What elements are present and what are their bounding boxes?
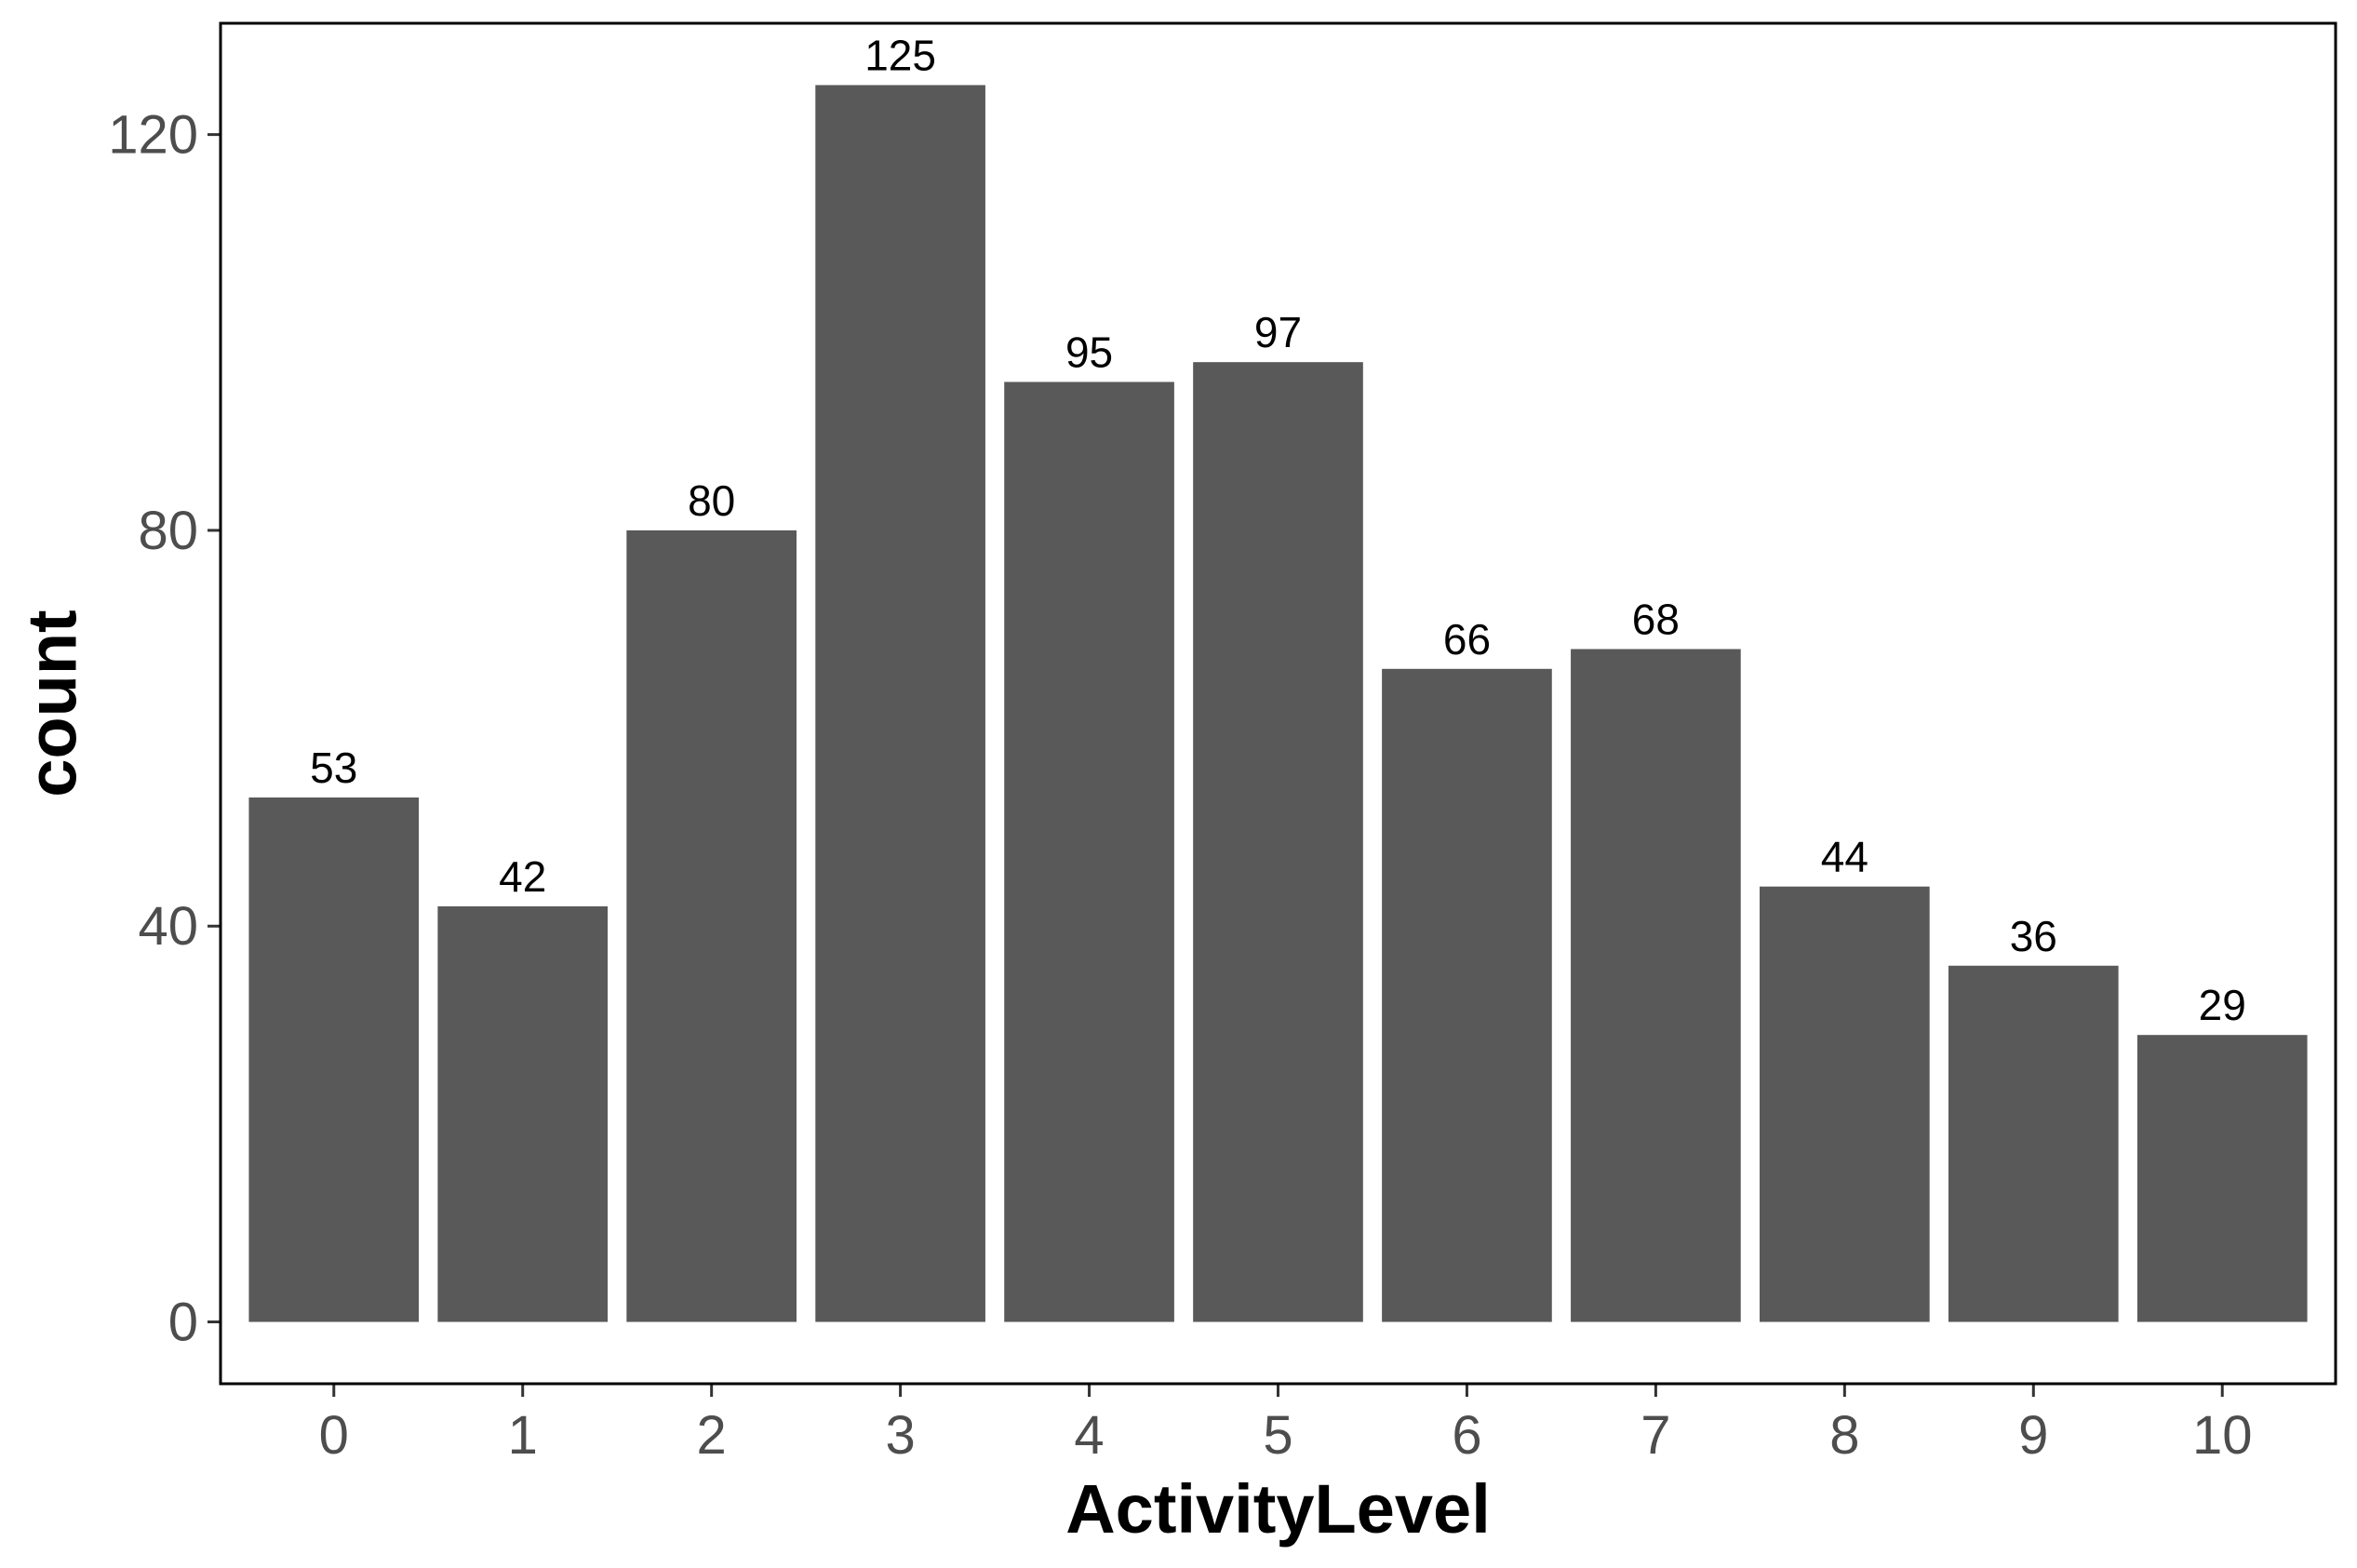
y-tick-label-40: 40 <box>138 896 198 957</box>
bar-7 <box>1571 649 1741 1322</box>
x-tick-label-0: 0 <box>319 1405 349 1466</box>
bar-value-label-1: 42 <box>499 852 546 901</box>
bar-6 <box>1382 668 1552 1322</box>
bar-5 <box>1193 362 1363 1322</box>
bar-0 <box>248 797 420 1322</box>
bar-value-label-8: 44 <box>1821 833 1868 881</box>
x-axis: 0 1 2 3 4 5 6 7 8 9 10 <box>319 1384 2253 1466</box>
bar-8 <box>1760 886 1930 1322</box>
x-tick-label-4: 4 <box>1074 1405 1104 1466</box>
x-tick-label-7: 7 <box>1641 1405 1670 1466</box>
bar-value-label-0: 53 <box>310 744 357 792</box>
y-axis: 0 40 80 120 <box>108 105 221 1353</box>
x-tick-label-9: 9 <box>2018 1405 2048 1466</box>
x-tick-label-1: 1 <box>508 1405 538 1466</box>
bar-2 <box>626 529 797 1322</box>
bar-value-label-4: 95 <box>1065 328 1113 376</box>
bar-value-label-3: 125 <box>864 31 936 79</box>
x-tick-label-6: 6 <box>1452 1405 1481 1466</box>
x-tick-label-10: 10 <box>2192 1405 2253 1466</box>
y-axis-title: count <box>14 610 91 797</box>
y-tick-label-0: 0 <box>168 1293 198 1353</box>
x-axis-title: ActivityLevel <box>1065 1470 1491 1548</box>
bar-3 <box>815 85 985 1322</box>
bar-value-label-5: 97 <box>1254 308 1302 356</box>
bar-4 <box>1004 382 1174 1322</box>
bar-9 <box>1948 965 2119 1322</box>
bar-1 <box>437 905 609 1322</box>
bars <box>248 85 2308 1322</box>
x-tick-label-2: 2 <box>697 1405 727 1466</box>
bar-value-label-10: 29 <box>2199 981 2246 1029</box>
bar-value-label-7: 68 <box>1632 596 1680 644</box>
bar-value-label-6: 66 <box>1443 615 1491 663</box>
bar-value-labels: 53 42 80 125 95 97 66 68 44 36 29 <box>310 31 2246 1029</box>
panel-border <box>219 21 2337 1386</box>
bar-value-label-9: 36 <box>2010 912 2057 960</box>
x-tick-label-5: 5 <box>1263 1405 1292 1466</box>
x-tick-label-3: 3 <box>885 1405 915 1466</box>
y-tick-label-80: 80 <box>138 501 198 561</box>
bar-10 <box>2136 1035 2308 1322</box>
x-tick-label-8: 8 <box>1829 1405 1859 1466</box>
y-tick-label-120: 120 <box>108 105 198 166</box>
bar-value-label-2: 80 <box>688 476 735 525</box>
